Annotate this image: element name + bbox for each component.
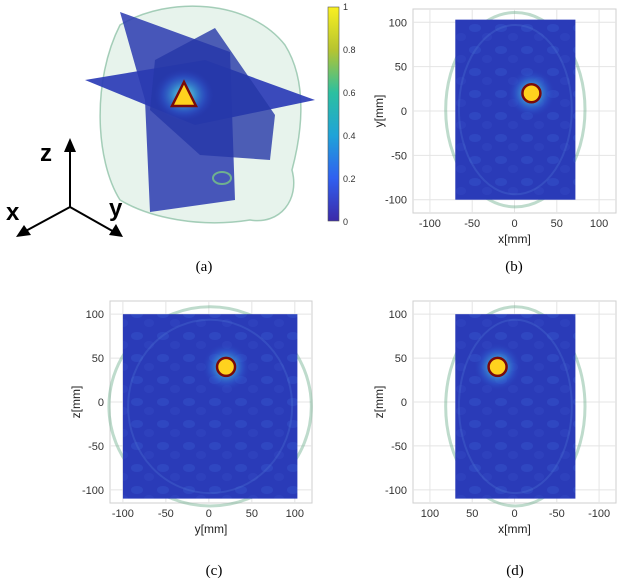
axis-triad [16,138,123,237]
head-outline [107,305,313,508]
colorbar-tick: 0.2 [343,174,356,184]
y-tick-label: -50 [391,150,407,162]
ear-outline-3d [212,171,232,185]
caption-d: (d) [506,563,524,579]
panel-a: z x y 1 0.8 0.6 0.4 0.2 0 (a) [6,2,356,275]
x-tick-label: 50 [551,218,563,230]
y-tick-label: 0 [401,106,407,118]
field-map [122,314,298,499]
y-tick-label: 50 [92,353,104,365]
x-tick-label: -50 [464,218,480,230]
head-contour [457,318,573,495]
x-tick-label: -100 [588,508,610,520]
y-tick-label: 0 [98,397,104,409]
caption-a: (a) [196,259,213,275]
x-tick-label: -100 [112,508,134,520]
head-contour [457,24,573,196]
colorbar-tick: 0 [343,217,348,227]
x-tick-label: 0 [511,508,517,520]
y-axis-label: y[mm] [372,95,386,128]
hotspot [215,356,237,378]
hotspot [521,83,542,104]
x-tick-label: 0 [511,218,517,230]
panel-d: 100 50 0 -50 -100 100 50 0 -50 -100 x[mm] z[mm] [372,300,617,536]
y-tick-label: -100 [385,485,407,497]
x-axis-label: y[mm] [195,522,228,536]
y-tick-label: 100 [389,17,407,29]
colorbar [327,6,340,222]
x-tick-label: -50 [158,508,174,520]
y-tick-label: -50 [88,441,104,453]
y-tick-label: 50 [395,62,407,74]
y-axis-label: z[mm] [372,386,386,419]
y-tick-label: 100 [86,309,104,321]
panel-b: -100 -50 0 50 100 100 50 0 -50 -100 x[mm] y[mm] [372,8,617,246]
y-axis-label: z[mm] [69,386,83,419]
x-axis-label: x[mm] [498,522,531,536]
axis-label-z: z [40,140,52,167]
x-tick-label: 100 [590,218,608,230]
x-tick-label: -100 [419,218,441,230]
x-tick-label: 50 [466,508,478,520]
y-tick-label: -50 [391,441,407,453]
x-tick-label: -50 [549,508,565,520]
colorbar-tick: 1 [343,2,348,12]
colorbar-tick: 0.6 [343,88,356,98]
head-outline [444,305,587,508]
caption-b: (b) [505,259,523,275]
hotspot [487,356,508,378]
colorbar-tick: 0.8 [343,45,356,55]
x-tick-label: 50 [246,508,258,520]
colorbar-ticks: 1 0.8 0.6 0.4 0.2 0 [343,2,356,227]
y-tick-label: -100 [385,195,407,207]
y-tick-label: -100 [82,485,104,497]
x-tick-label: 100 [421,508,439,520]
field-map [455,314,576,499]
y-tick-label: 50 [395,353,407,365]
head-contour [127,318,294,495]
panel-c: -100 -50 0 50 100 100 50 0 -50 -100 y[mm] z[mm] [69,300,313,536]
axis-label-x: x [6,199,20,226]
head-outline [444,10,587,209]
caption-c: (c) [206,563,223,579]
x-axis-label: x[mm] [498,232,531,246]
hotspot-3d [169,79,199,108]
x-tick-label: 0 [206,508,212,520]
y-tick-label: 0 [401,397,407,409]
colorbar-tick: 0.4 [343,131,356,141]
y-tick-label: 100 [389,309,407,321]
x-tick-label: 100 [286,508,304,520]
axis-label-y: y [109,195,123,222]
